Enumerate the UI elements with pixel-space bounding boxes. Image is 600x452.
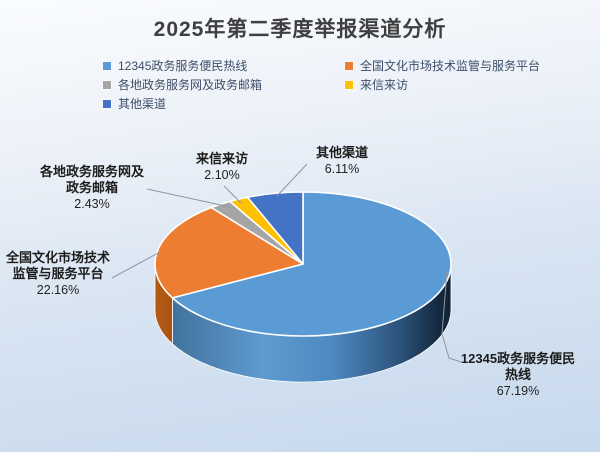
legend: 12345政务服务便民热线 全国文化市场技术监管与服务平台 各地政务服务网及政务… bbox=[103, 59, 583, 111]
callout-percent: 22.16% bbox=[36, 283, 80, 297]
legend-item-gedi: 各地政务服务网及政务邮箱 bbox=[103, 78, 345, 92]
leader-laixin bbox=[223, 185, 242, 204]
legend-item-12345: 12345政务服务便民热线 bbox=[103, 59, 345, 73]
legend-label: 全国文化市场技术监管与服务平台 bbox=[360, 59, 541, 73]
legend-marker-gray bbox=[103, 81, 111, 89]
legend-label: 其他渠道 bbox=[118, 97, 167, 111]
callout-label: 其他渠道 bbox=[315, 145, 368, 160]
callout-quanguo: 全国文化市场技术监管与服务平台 22.16% bbox=[2, 250, 114, 298]
legend-label: 12345政务服务便民热线 bbox=[118, 59, 248, 73]
pie-slice-4 bbox=[246, 191, 304, 265]
leader-quanguo bbox=[111, 251, 161, 279]
callout-percent: 6.11% bbox=[324, 162, 360, 176]
legend-marker-orange bbox=[345, 62, 353, 70]
legend-item-laixin: 来信来访 bbox=[345, 78, 583, 92]
leader-gedi bbox=[146, 188, 231, 208]
callout-percent: 2.10% bbox=[204, 168, 240, 182]
callout-label: 12345政务服务便民热线 bbox=[460, 351, 576, 382]
callout-label: 全国文化市场技术监管与服务平台 bbox=[5, 250, 110, 281]
callout-12345: 12345政务服务便民热线 67.19% bbox=[459, 351, 577, 399]
callout-qita: 其他渠道 6.11% bbox=[302, 145, 382, 177]
callout-percent: 2.43% bbox=[74, 197, 110, 211]
legend-label: 各地政务服务网及政务邮箱 bbox=[118, 78, 263, 92]
pie-slice-1 bbox=[154, 206, 304, 299]
chart-title: 2025年第二季度举报渠道分析 bbox=[153, 18, 447, 41]
callout-gedi: 各地政务服务网及政务邮箱 2.43% bbox=[36, 164, 148, 212]
legend-item-quanguo: 全国文化市场技术监管与服务平台 bbox=[345, 59, 583, 73]
leader-12345 bbox=[441, 270, 462, 363]
legend-marker-yellow bbox=[345, 81, 353, 89]
legend-marker-darkblue bbox=[103, 100, 111, 108]
callout-label: 来信来访 bbox=[195, 151, 248, 166]
legend-marker-blue bbox=[103, 62, 111, 70]
callout-percent: 67.19% bbox=[496, 384, 540, 398]
leader-qita bbox=[276, 163, 308, 197]
callout-laixin: 来信来访 2.10% bbox=[182, 151, 262, 183]
legend-item-qita: 其他渠道 bbox=[103, 97, 345, 111]
pie-slice-0 bbox=[171, 191, 452, 337]
legend-label: 来信来访 bbox=[360, 78, 409, 92]
callout-label: 各地政务服务网及政务邮箱 bbox=[39, 164, 144, 195]
